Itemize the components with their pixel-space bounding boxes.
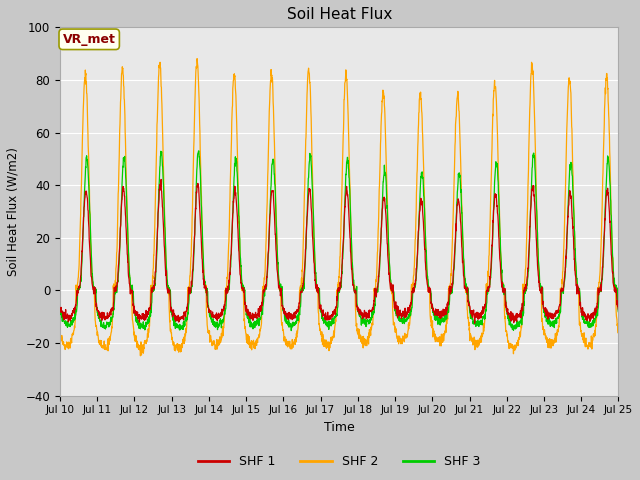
Title: Soil Heat Flux: Soil Heat Flux (287, 7, 392, 22)
Y-axis label: Soil Heat Flux (W/m2): Soil Heat Flux (W/m2) (7, 147, 20, 276)
Text: VR_met: VR_met (63, 33, 116, 46)
Legend: SHF 1, SHF 2, SHF 3: SHF 1, SHF 2, SHF 3 (193, 450, 486, 473)
X-axis label: Time: Time (324, 421, 355, 434)
